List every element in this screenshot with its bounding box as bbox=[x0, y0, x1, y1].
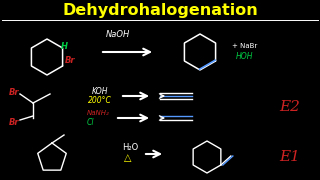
Text: NaNH₂: NaNH₂ bbox=[87, 110, 109, 116]
Text: KOH: KOH bbox=[92, 87, 108, 96]
Text: Br: Br bbox=[9, 118, 19, 127]
Text: Dehydrohalogenation: Dehydrohalogenation bbox=[62, 3, 258, 17]
Text: H₂O: H₂O bbox=[122, 143, 138, 152]
Text: 200°C: 200°C bbox=[88, 96, 112, 105]
Text: HOH: HOH bbox=[236, 51, 254, 60]
Text: E2: E2 bbox=[280, 100, 300, 114]
Text: E1: E1 bbox=[280, 150, 300, 164]
Text: + NaBr: + NaBr bbox=[232, 43, 258, 49]
Text: Br: Br bbox=[9, 87, 19, 96]
Text: △: △ bbox=[124, 153, 132, 163]
Text: H: H bbox=[60, 42, 68, 51]
Text: NaOH: NaOH bbox=[106, 30, 130, 39]
Text: Cl: Cl bbox=[86, 118, 94, 127]
Text: Br: Br bbox=[65, 55, 75, 64]
